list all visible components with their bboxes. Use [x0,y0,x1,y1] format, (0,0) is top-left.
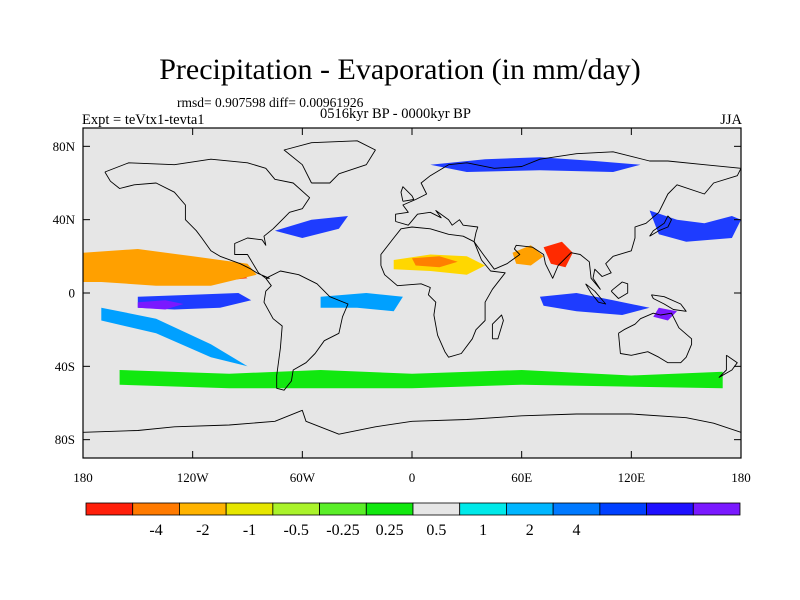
colorbar-swatch [646,502,694,516]
field-arabia-orange [512,245,544,266]
field-atlantic-wet [320,293,403,312]
anomaly-fields [83,157,741,389]
coastline-borneo [610,281,629,299]
colorbar-swatch [85,502,134,516]
y-tick-label: 80S [55,432,75,447]
period-label: 0516kyr BP - 0000kyr BP [320,106,471,122]
coastline-africa [380,226,506,358]
x-tick-label: 60E [511,470,532,485]
field-s-pacific-wet [101,307,248,367]
colorbar-swatch [225,502,274,516]
y-tick-label: 40N [53,212,76,227]
map-background [83,128,741,458]
colorbar-label: 4 [573,522,581,539]
colorbar-label: -4 [149,522,162,539]
field-s-ocean-green [119,370,723,389]
colorbar-swatch [506,502,554,516]
coastline-greenland [283,140,376,184]
colorbar-label: -0.25 [326,522,359,539]
coastline-new-guinea [650,294,687,312]
coastline-japan [649,215,672,237]
field-arctic-wet [430,157,641,172]
coastlines [83,140,741,435]
stats-label: rmsd= 0.907598 diff= 0.00961926 [177,95,364,110]
coastline-australia [618,312,693,364]
colorbar-swatch [412,502,461,516]
season-label: JJA [720,112,742,128]
colorbar-swatch [599,502,647,516]
colorbar-label: 1 [479,522,487,539]
colorbar-label: -0.5 [284,522,309,539]
coastline-south-america [263,270,349,391]
x-tick-label: 0 [409,470,416,485]
field-n-atlantic-wet [274,216,348,238]
field-west-pacific-wet [649,210,741,242]
coastline-madagascar [491,314,504,340]
experiment-label: Expt = teVtx1-tevta1 [82,112,205,128]
colorbar-swatch [272,502,320,516]
colorbar-swatch [179,502,227,516]
coastline-new-zealand [718,354,738,378]
coastline-sumatra [585,283,607,305]
colorbar-swatch [132,502,180,516]
colorbar-label: 2 [526,522,534,539]
field-io-wet [539,293,650,315]
x-tick-label: 120E [618,470,646,485]
map-title: Precipitation - Evaporation (in mm/day) [159,53,641,86]
field-itcz-pacific-dry-edge [83,249,257,286]
colorbar-swatch [319,502,367,516]
x-tick-label: 180 [731,470,751,485]
axis-ticks: 180 120W 60W 0 60E 120E 180 80N 40N 0 40S 80S [53,128,751,485]
x-tick-label: 60W [290,470,316,485]
coastline-eurasia [395,151,741,290]
colorbar-swatch [365,502,414,516]
colorbar-swatch [692,502,741,516]
colorbar-swatch [552,502,601,516]
field-sahel-dry-core [412,256,458,268]
field-eq-pacific-wet-core [137,300,184,310]
coastline-british-isles [400,186,415,202]
y-tick-label: 40S [55,359,75,374]
colorbar-label: -2 [196,522,209,539]
coastline-antarctica [83,409,741,435]
field-india-dry [543,241,573,268]
colorbar-label: -1 [243,522,256,539]
y-tick-label: 80N [53,139,76,154]
colorbar: -4 -2 -1 -0.5 -0.25 0.25 0.5 1 2 4 [85,502,741,539]
colorbar-label: 0.25 [376,522,404,539]
colorbar-label: 0.5 [426,522,446,539]
x-tick-label: 180 [73,470,93,485]
y-tick-label: 0 [69,286,76,301]
colorbar-swatch [459,502,507,516]
x-tick-label: 120W [177,470,210,485]
coastline-north-america [104,158,311,279]
